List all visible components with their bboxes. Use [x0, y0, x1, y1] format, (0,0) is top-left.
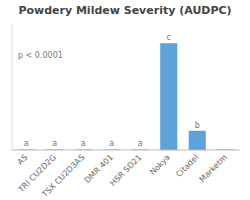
bar-label: a	[52, 139, 57, 148]
chart-container: Powdery Mildew Severity (AUDPC) a a a a a c b p …	[0, 0, 250, 200]
x-tick-label: Marketm	[198, 153, 229, 184]
title: Powdery Mildew Severity (AUDPC)	[18, 4, 231, 17]
chart: Powdery Mildew Severity (AUDPC) a a a a a c b p …	[0, 0, 250, 200]
bar-label: a	[81, 139, 86, 148]
bar-label: b	[195, 121, 200, 130]
annotation: p < 0.0001	[18, 51, 63, 60]
y-axis	[12, 24, 13, 150]
x-tick-label: TSX CU2D3AS	[40, 153, 87, 200]
bar	[189, 131, 206, 150]
bars	[18, 43, 235, 150]
bar-label: a	[24, 139, 29, 148]
x-tick-label: Nokya	[148, 153, 172, 177]
x-tick-label: AS	[16, 153, 30, 167]
x-tick-label: HSR SD21	[108, 153, 143, 188]
bar	[160, 43, 177, 150]
bar-label: a	[109, 139, 114, 148]
bar-label: a	[138, 139, 143, 148]
x-axis	[12, 150, 240, 151]
bar-label: c	[167, 33, 171, 42]
x-tick-label: Citadel	[174, 153, 200, 179]
